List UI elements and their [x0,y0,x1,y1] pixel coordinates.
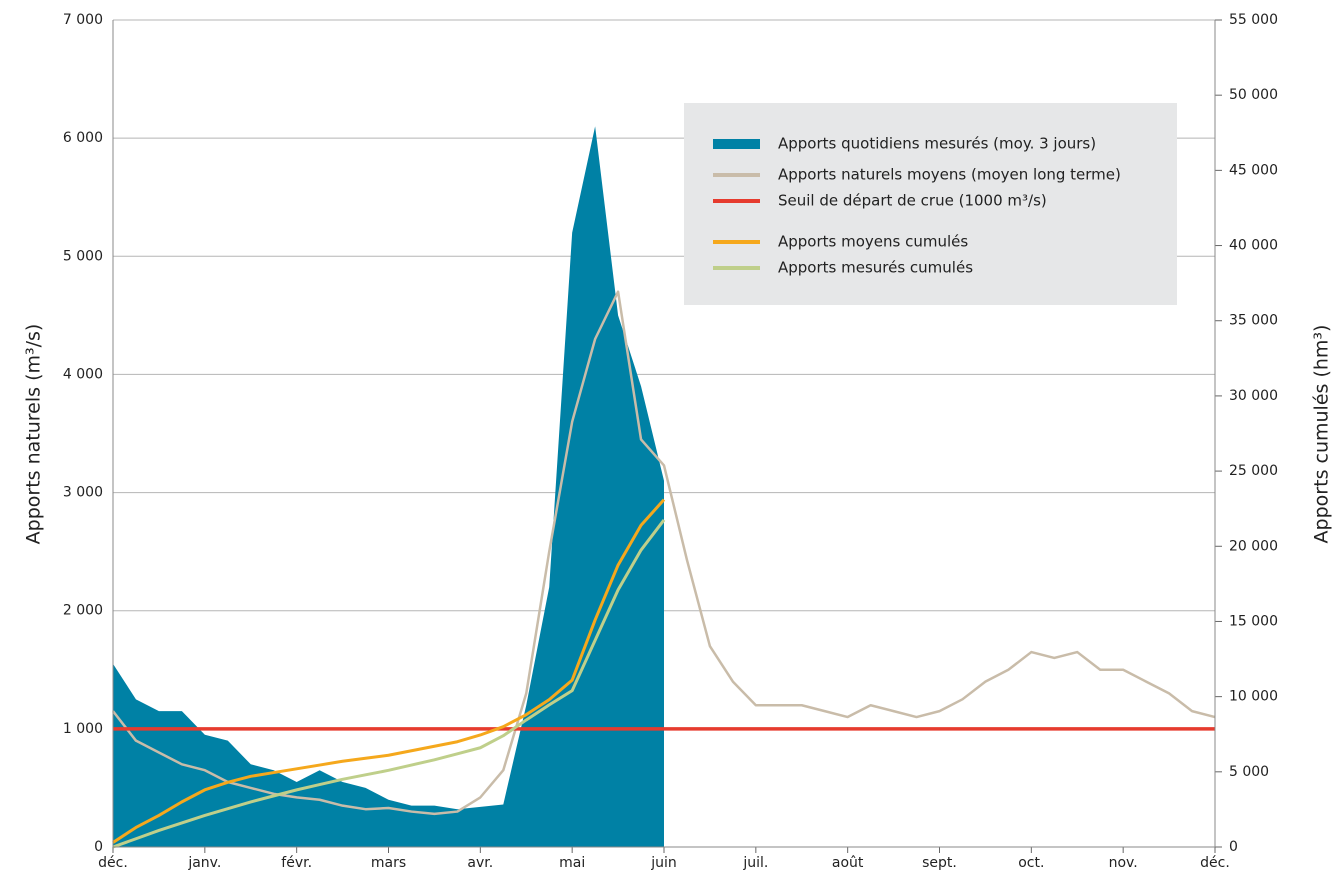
legend-box [684,103,1177,305]
x-tick-label: nov. [1109,855,1138,871]
x-tick-label: oct. [1018,855,1044,871]
line [112,290,1216,816]
y2-axis-title: Apports cumulés (hm³) [1311,325,1333,544]
legend-label: Apports naturels moyens (moyen long term… [778,166,1121,184]
x-tick-label: mars [371,855,406,871]
x-tick-label: déc. [1200,855,1230,871]
x-tick-label: juin [650,855,677,871]
legend-label: Apports moyens cumulés [778,233,968,251]
legend-swatch [713,139,760,149]
y2-tick-label: 15 000 [1229,613,1278,629]
x-tick-label: déc. [98,855,128,871]
y2-tick-label: 35 000 [1229,313,1278,329]
y2-tick-label: 10 000 [1229,689,1278,705]
x-tick-label: févr. [281,855,312,871]
y2-tick-label: 40 000 [1229,238,1278,254]
y2-tick-label: 0 [1229,839,1238,855]
y-tick-label: 5 000 [63,248,103,264]
legend-label: Seuil de départ de crue (1000 m³/s) [778,192,1047,210]
x-tick-label: sept. [922,855,957,871]
y2-tick-label: 50 000 [1229,87,1278,103]
y-axis-title: Apports naturels (m³/s) [23,324,45,545]
y2-tick-label: 20 000 [1229,538,1278,554]
y-tick-label: 7 000 [63,12,103,28]
area [113,126,664,848]
y-tick-label: 2 000 [63,603,103,619]
legend: Apports quotidiens mesurés (moy. 3 jours… [684,103,1177,305]
y2-tick-label: 45 000 [1229,162,1278,178]
x-tick-label: mai [559,855,585,871]
legend-label: Apports mesurés cumulés [778,259,973,277]
y-tick-label: 0 [94,839,103,855]
y2-tick-label: 5 000 [1229,764,1269,780]
x-tick-label: avr. [467,855,493,871]
x-tick-label: juil. [742,855,768,871]
y-tick-label: 6 000 [63,130,103,146]
y-tick-label: 1 000 [63,721,103,737]
y2-tick-label: 30 000 [1229,388,1278,404]
legend-label: Apports quotidiens mesurés (moy. 3 jours… [778,135,1096,153]
x-tick-label: janv. [187,855,221,871]
y-tick-label: 4 000 [63,366,103,382]
line [112,519,666,849]
x-tick-label: août [832,855,864,871]
y-tick-label: 3 000 [63,485,103,501]
y2-tick-label: 55 000 [1229,12,1278,28]
y2-tick-label: 25 000 [1229,463,1278,479]
line [112,498,666,844]
